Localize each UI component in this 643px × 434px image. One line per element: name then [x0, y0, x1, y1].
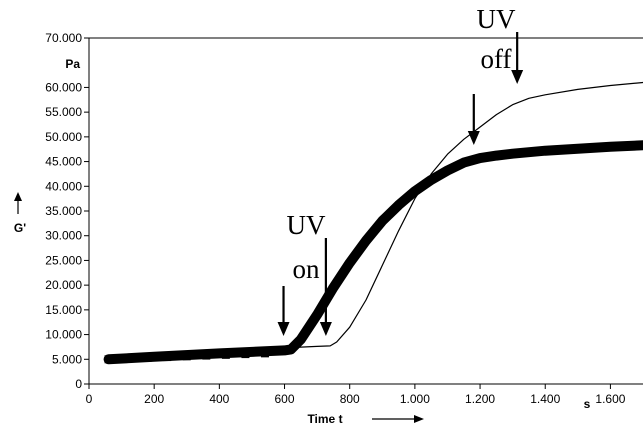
series-thick-line [103, 140, 643, 365]
x-tick-label: 200 [144, 392, 164, 406]
x-tick-label: 1.000 [400, 392, 430, 406]
annotation-text: UV [477, 4, 516, 34]
uv-off-arrow-icon [511, 32, 524, 84]
x-axis-arrow-icon [372, 415, 424, 423]
series-thin-line [107, 81, 643, 359]
x-tick-label: 600 [275, 392, 295, 406]
uv-off-arrow-icon [467, 94, 480, 145]
y-tick-label: 20.000 [45, 278, 82, 292]
square-markers [104, 349, 269, 364]
y-axis-ticks: 0 5.000 10.000 15.000 20.000 25.000 30.000 35.0… [45, 31, 89, 391]
data-point-marker [104, 355, 113, 364]
axes [88, 37, 643, 385]
x-tick-label: 0 [86, 392, 93, 406]
x-tick-label: 1.200 [465, 392, 495, 406]
x-axis-unit: s [584, 397, 591, 411]
y-tick-label: 35.000 [45, 204, 82, 218]
uv-on-arrow-icon [319, 238, 332, 336]
y-tick-label: 55.000 [45, 105, 82, 119]
uv-annotations: UV on UV off [277, 4, 524, 336]
y-axis-unit: Pa [65, 57, 80, 71]
y-tick-label: 30.000 [45, 229, 82, 243]
x-tick-label: 1.600 [595, 392, 625, 406]
x-tick-label: 800 [340, 392, 360, 406]
data-point-marker [241, 350, 250, 359]
y-tick-label: 25.000 [45, 253, 82, 267]
y-tick-label: 15.000 [45, 303, 82, 317]
y-tick-label: 0 [75, 377, 82, 391]
data-point-marker [163, 353, 172, 362]
y-axis-label: G' [14, 221, 26, 235]
uv-on-arrow-icon [277, 286, 290, 336]
x-tick-label: 400 [209, 392, 229, 406]
y-tick-label: 50.000 [45, 130, 82, 144]
x-axis-label: Time t [307, 412, 342, 426]
annotation-text: off [481, 44, 512, 74]
data-point-marker [143, 353, 152, 362]
data-point-marker [221, 350, 230, 359]
data-point-marker [182, 352, 191, 361]
x-tick-label: 1.400 [530, 392, 560, 406]
annotation-text: on [293, 254, 321, 284]
data-point-marker [124, 354, 133, 363]
y-tick-label: 70.000 [45, 31, 82, 45]
y-tick-label: 45.000 [45, 155, 82, 169]
y-tick-label: 40.000 [45, 179, 82, 193]
y-tick-label: 5.000 [52, 352, 82, 366]
data-point-marker [202, 351, 211, 360]
series-layer [103, 81, 643, 365]
y-tick-label: 60.000 [45, 80, 82, 94]
data-point-marker [260, 349, 269, 358]
y-tick-label: 10.000 [45, 328, 82, 342]
y-axis-arrow-icon [14, 192, 22, 214]
x-axis-ticks: 0 200 400 600 800 1.000 1.200 1.400 1.600 [86, 384, 626, 406]
annotation-text: UV [287, 210, 326, 240]
